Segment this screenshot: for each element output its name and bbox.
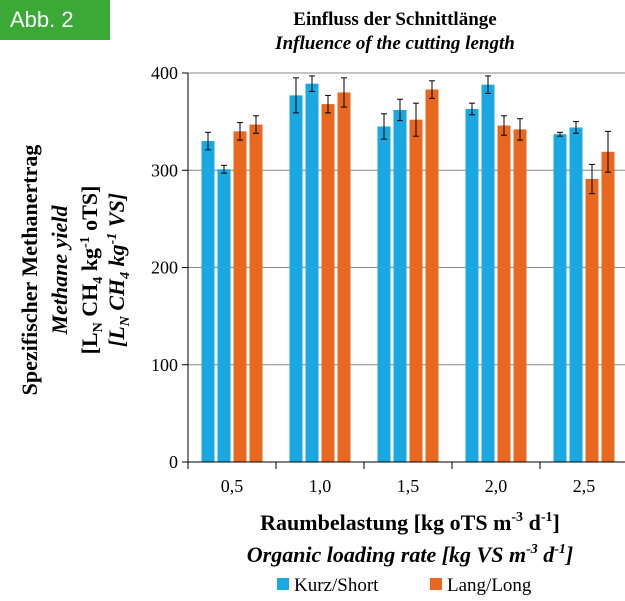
axes (187, 73, 625, 469)
bar-short-2-0-2 (481, 84, 495, 463)
x-tick-label: 0,5 (221, 476, 244, 496)
bar-long-2-5-1 (585, 179, 599, 462)
x-tick-label: 2,5 (573, 476, 596, 496)
y-label-en: Methane yield (47, 205, 72, 336)
x-tick-labels: 0,5 1,0 1,5 2,0 2,5 (221, 476, 596, 496)
bar-long-0-5-1 (233, 131, 247, 462)
legend-label-long: Lang/Long (447, 575, 532, 596)
x-label-de: Raumbelastung [kg oTS m-3 d-1] (260, 510, 560, 535)
bar-short-1-5-2 (393, 109, 407, 462)
chart-subtitle: Influence of the cutting length (274, 33, 515, 54)
bar-short-0-5-1 (201, 141, 215, 462)
legend-swatch-short (277, 578, 289, 590)
bar-long-2-0-1 (497, 125, 511, 462)
bar-short-1-0-1 (289, 95, 303, 463)
x-tick-label: 2,0 (485, 476, 508, 496)
legend: Kurz/Short Lang/Long (277, 575, 532, 596)
x-tick-label: 1,5 (397, 476, 420, 496)
bar-short-2-5-2 (569, 127, 583, 463)
bar-long-0-5-2 (249, 124, 263, 462)
y-tick-label: 400 (151, 63, 178, 83)
bar-long-1-5-1 (409, 119, 423, 463)
bar-long-1-5-2 (425, 89, 439, 462)
legend-label-short: Kurz/Short (294, 575, 379, 596)
y-unit-de: [LN CH4 kg-1 oTS] (77, 186, 106, 355)
legend-swatch-long (430, 578, 442, 590)
error-bars (205, 75, 611, 195)
x-label-en: Organic loading rate [kg VS m-3 d-1] (247, 542, 573, 567)
y-unit-en: [LN CH4 kg-1 VS] (104, 193, 133, 347)
bars (201, 83, 615, 463)
y-tick-labels: 0 100 200 300 400 (151, 63, 188, 472)
bar-short-0-5-2 (217, 169, 231, 462)
bar-short-2-0-1 (465, 108, 479, 463)
bar-long-2-5-2 (601, 151, 615, 462)
x-tick-label: 1,0 (309, 476, 332, 496)
y-tick-label: 100 (151, 355, 178, 375)
bar-short-1-0-2 (305, 83, 319, 462)
bar-short-2-5-1 (553, 134, 567, 462)
chart-title: Einfluss der Schnittlänge (293, 9, 496, 30)
y-tick-label: 200 (151, 258, 178, 278)
bar-short-1-5-1 (377, 126, 391, 463)
y-tick-label: 300 (151, 160, 178, 180)
bar-long-2-0-2 (513, 129, 527, 462)
bar-long-1-0-1 (321, 104, 335, 463)
y-tick-label: 0 (169, 452, 178, 472)
figure-badge: Abb. 2 (0, 0, 110, 40)
bar-long-1-0-2 (337, 92, 351, 462)
y-label-de: Spezifischer Methanertrag (17, 145, 42, 396)
